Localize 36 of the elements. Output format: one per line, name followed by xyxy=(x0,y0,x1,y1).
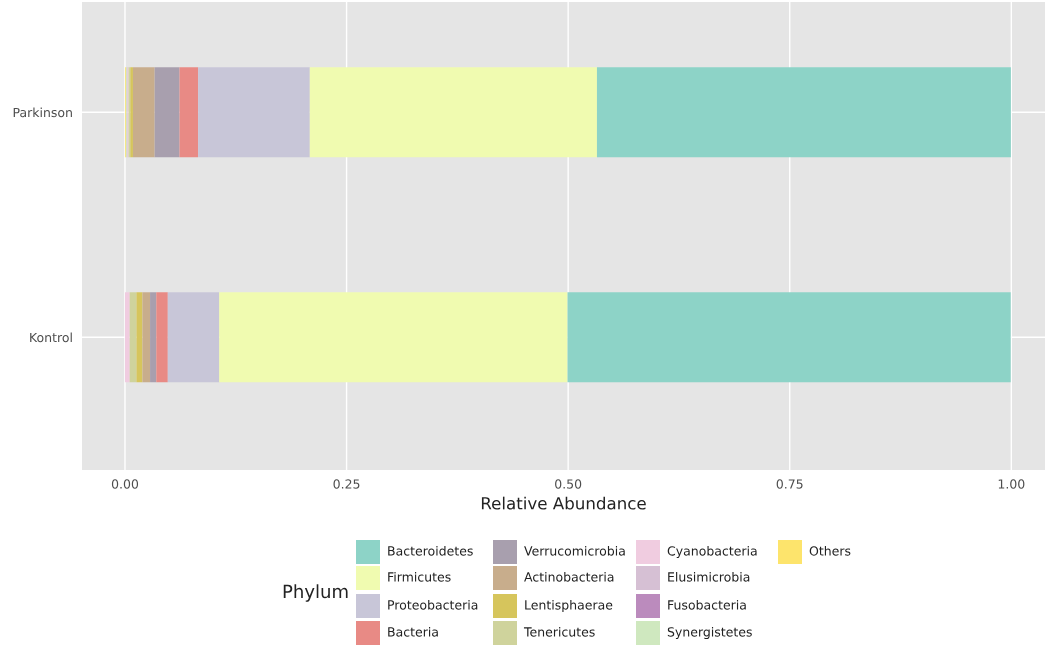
legend-label: Fusobacteria xyxy=(668,599,746,610)
y-tick-label: Parkinson xyxy=(13,107,72,118)
y-tick-label: Kontrol xyxy=(30,332,72,343)
bar xyxy=(150,292,157,383)
legend-label: Cyanobacteria xyxy=(667,545,757,559)
x-axis-title: Relative Abundance xyxy=(481,496,646,510)
legend-label: Synergistetes xyxy=(667,626,752,640)
bar xyxy=(567,292,1011,383)
x-tick-label: 0.75 xyxy=(776,479,803,489)
legend-label: Others xyxy=(809,545,851,556)
bar xyxy=(156,292,168,383)
bar xyxy=(136,292,143,383)
legend-label: Actinobacteria xyxy=(524,571,614,582)
legend-label: Elusimicrobia xyxy=(668,571,750,582)
x-tick-label: 0.50 xyxy=(555,479,582,489)
bar xyxy=(219,292,568,383)
legend-label: Tenericutes xyxy=(523,626,595,637)
x-tick-label: 0.00 xyxy=(111,479,139,489)
bar xyxy=(167,292,220,383)
legend-label: Lentisphaerae xyxy=(525,599,613,613)
legend-label: Firmicutes xyxy=(388,571,451,582)
legend-label: Bacteria xyxy=(388,626,438,637)
legend-title: Phylum xyxy=(283,584,348,602)
x-tick-label: 0.25 xyxy=(333,479,360,489)
bar xyxy=(142,292,151,383)
legend-label: Verrucomicrobia xyxy=(524,545,625,556)
bar xyxy=(198,67,310,158)
bar xyxy=(154,67,180,158)
bar xyxy=(309,67,597,158)
x-tick-label: 1.00 xyxy=(998,479,1025,489)
bar xyxy=(596,67,1011,158)
bar xyxy=(179,67,199,158)
legend-label: Bacteroidetes xyxy=(388,545,473,556)
bar xyxy=(132,67,155,158)
legend-label: Proteobacteria xyxy=(388,599,478,610)
bar xyxy=(124,292,130,383)
